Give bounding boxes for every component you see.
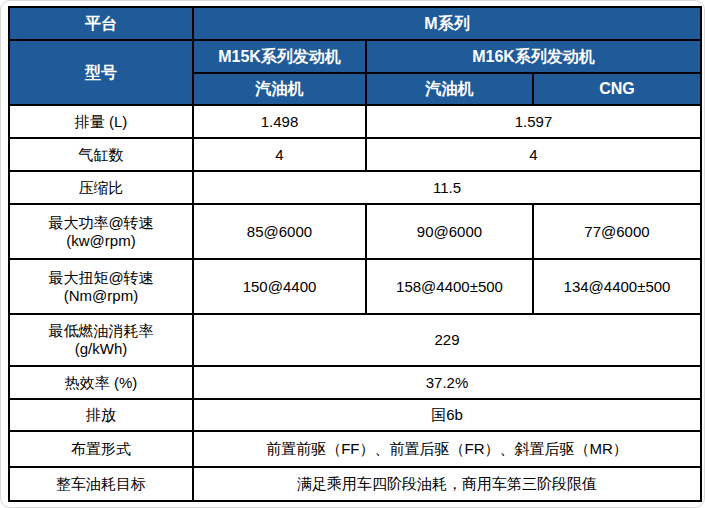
slide-canvas: 平台 M系列 型号 M15K系列发动机 M16K系列发动机 汽油机 汽油机 CN… (0, 0, 705, 508)
fuel-type-m16k-cell: 汽油机 (366, 73, 533, 105)
max-power-m15k-value: 85@6000 (193, 204, 366, 259)
row-max-power: 最大功率@转速 (kw@rpm) 85@6000 90@6000 77@6000 (9, 204, 701, 259)
row-label-displacement: 排量 (L) (9, 105, 193, 138)
displacement-m16k-value: 1.597 (366, 105, 701, 138)
row-label-emission: 排放 (9, 399, 193, 431)
max-power-label-line2: (kw@rpm) (12, 232, 190, 250)
fuel-target-value: 满足乘用车四阶段油耗，商用车第三阶段限值 (193, 467, 701, 501)
min-fuel-consumption-value: 229 (193, 314, 701, 366)
platform-value-cell: M系列 (193, 7, 701, 40)
row-fuel-target: 整车油耗目标 满足乘用车四阶段油耗，商用车第三阶段限值 (9, 467, 701, 501)
m16k-series-cell: M16K系列发动机 (366, 40, 701, 73)
header-row-model: 型号 M15K系列发动机 M16K系列发动机 (9, 40, 701, 73)
cylinder-count-m16k-value: 4 (366, 138, 701, 171)
model-label-cell: 型号 (9, 40, 193, 105)
min-fuel-label-line2: (g/kWh) (12, 340, 190, 358)
compression-ratio-value: 11.5 (193, 171, 701, 204)
row-label-cylinder-count: 气缸数 (9, 138, 193, 171)
min-fuel-label-line1: 最低燃油消耗率 (12, 322, 190, 340)
max-torque-label-line1: 最大扭矩@转速 (12, 269, 190, 287)
max-torque-m15k-value: 150@4400 (193, 259, 366, 314)
max-power-m16k-cng-value: 77@6000 (533, 204, 701, 259)
max-torque-m16k-gas-value: 158@4400±500 (366, 259, 533, 314)
row-label-max-torque: 最大扭矩@转速 (Nm@rpm) (9, 259, 193, 314)
row-emission: 排放 国6b (9, 399, 701, 431)
max-torque-label-line2: (Nm@rpm) (12, 287, 190, 305)
row-compression-ratio: 压缩比 11.5 (9, 171, 701, 204)
row-label-max-power: 最大功率@转速 (kw@rpm) (9, 204, 193, 259)
max-torque-m16k-cng-value: 134@4400±500 (533, 259, 701, 314)
engine-spec-table: 平台 M系列 型号 M15K系列发动机 M16K系列发动机 汽油机 汽油机 CN… (8, 6, 702, 502)
max-power-m16k-gas-value: 90@6000 (366, 204, 533, 259)
header-row-platform: 平台 M系列 (9, 7, 701, 40)
thermal-efficiency-value: 37.2% (193, 366, 701, 399)
fuel-type-m15k-cell: 汽油机 (193, 73, 366, 105)
fuel-type-cng-cell: CNG (533, 73, 701, 105)
cylinder-count-m15k-value: 4 (193, 138, 366, 171)
row-min-fuel-consumption: 最低燃油消耗率 (g/kWh) 229 (9, 314, 701, 366)
m15k-series-cell: M15K系列发动机 (193, 40, 366, 73)
platform-label-cell: 平台 (9, 7, 193, 40)
max-power-label-line1: 最大功率@转速 (12, 214, 190, 232)
row-displacement: 排量 (L) 1.498 1.597 (9, 105, 701, 138)
row-thermal-efficiency: 热效率 (%) 37.2% (9, 366, 701, 399)
row-layout: 布置形式 前置前驱（FF）、前置后驱（FR）、斜置后驱（MR） (9, 431, 701, 467)
row-label-min-fuel-consumption: 最低燃油消耗率 (g/kWh) (9, 314, 193, 366)
layout-value: 前置前驱（FF）、前置后驱（FR）、斜置后驱（MR） (193, 431, 701, 467)
row-label-layout: 布置形式 (9, 431, 193, 467)
row-max-torque: 最大扭矩@转速 (Nm@rpm) 150@4400 158@4400±500 1… (9, 259, 701, 314)
emission-value: 国6b (193, 399, 701, 431)
row-label-compression-ratio: 压缩比 (9, 171, 193, 204)
row-cylinder-count: 气缸数 4 4 (9, 138, 701, 171)
row-label-fuel-target: 整车油耗目标 (9, 467, 193, 501)
displacement-m15k-value: 1.498 (193, 105, 366, 138)
row-label-thermal-efficiency: 热效率 (%) (9, 366, 193, 399)
